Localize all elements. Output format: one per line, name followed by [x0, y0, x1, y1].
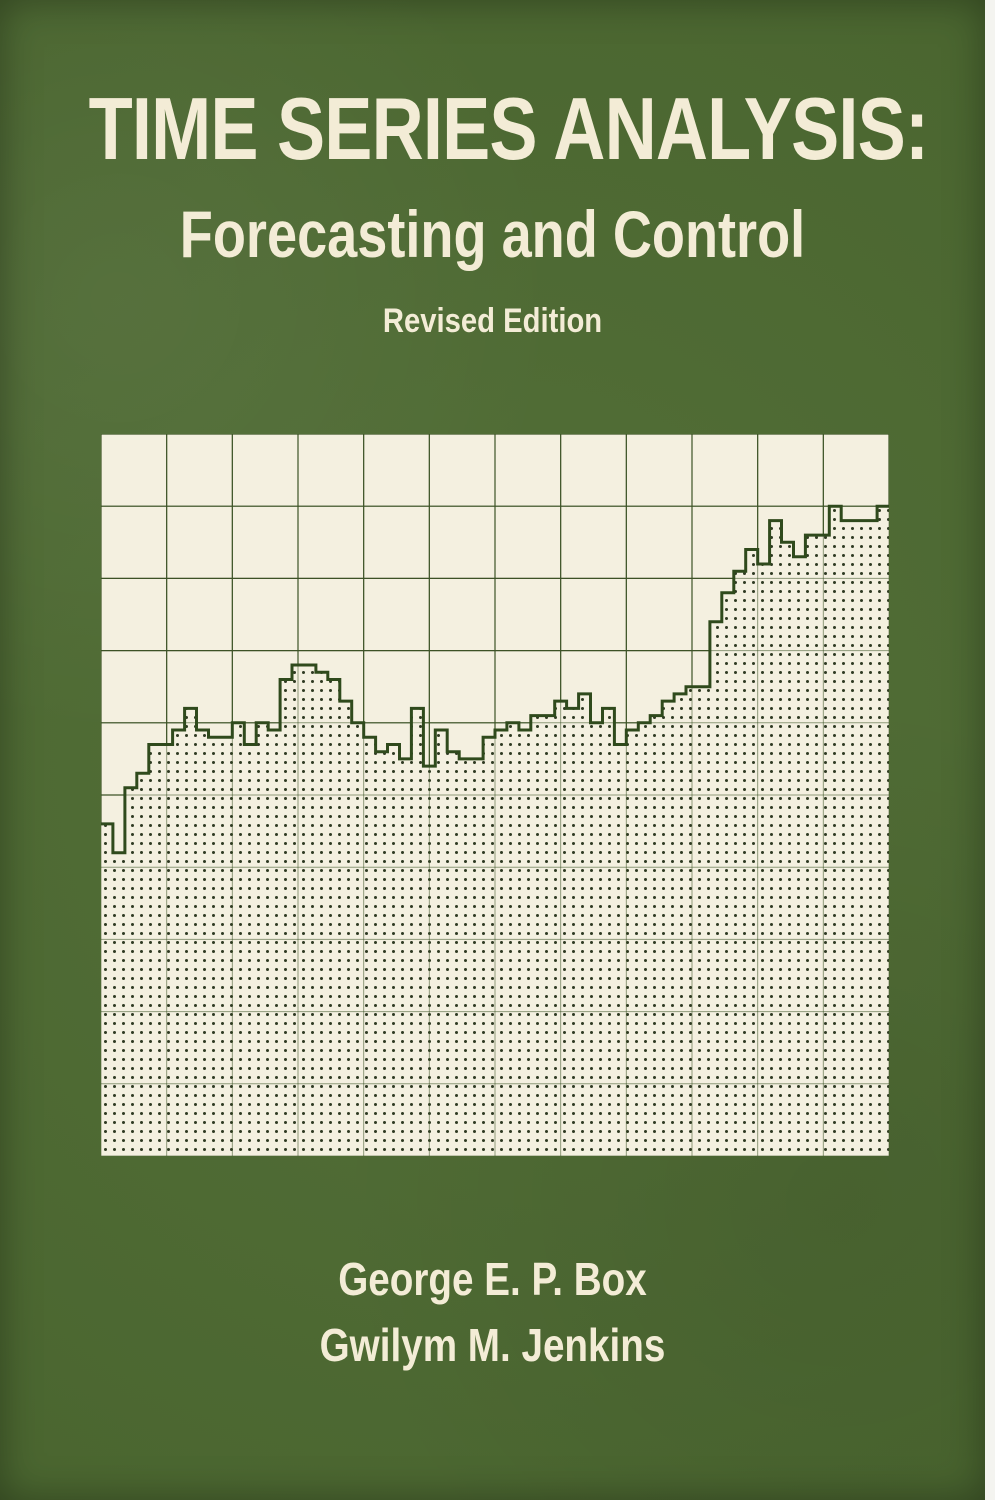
edition-label: Revised Edition	[382, 302, 603, 340]
book-title: TIME SERIES ANALYSIS:	[88, 79, 929, 178]
chart-svg	[101, 434, 889, 1156]
author-jenkins: Gwilym M. Jenkins	[319, 1319, 666, 1371]
series-line	[101, 504, 889, 855]
author-box: George E. P. Box	[338, 1253, 647, 1305]
book-subtitle: Forecasting and Control	[179, 197, 806, 271]
page-edge	[985, 0, 995, 1500]
time-series-chart	[101, 434, 889, 1156]
